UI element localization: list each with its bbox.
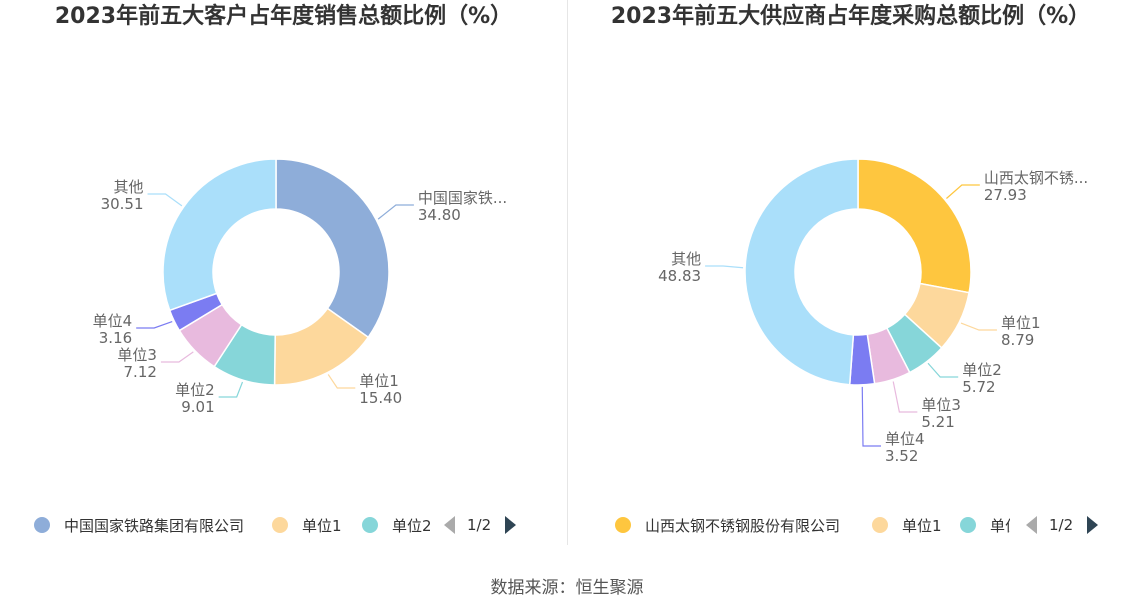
donut-slice-6[interactable] — [162, 158, 277, 312]
legend-page-indicator: 1/2 — [1049, 516, 1074, 534]
chart-title: 2023年前五大供应商占年度采购总额比例（%） — [610, 4, 1091, 29]
slice-leader-line — [705, 265, 744, 269]
chart-title: 2023年前五大客户占年度销售总额比例（%） — [54, 4, 513, 29]
supplier-chart-panel: 2023年前五大供应商占年度采购总额比例（%） 山西太钢不锈... 27.93 单位… — [567, 0, 1134, 560]
slice-leader-line — [960, 322, 997, 331]
legend-item-3[interactable]: 单位2 — [362, 512, 430, 538]
chart-legend: 中国国家铁路集团有限公司 单位1 单位2 1/2 — [0, 512, 567, 538]
slice-leader-line — [160, 351, 194, 363]
slice-leader-line — [377, 204, 414, 220]
legend-marker — [362, 517, 378, 533]
slice-label: 单位4 — [93, 312, 133, 330]
legend-item-2[interactable]: 单位1 — [872, 512, 942, 538]
legend-item-2[interactable]: 单位1 — [272, 512, 342, 538]
chart-legend: 山西太钢不锈钢股份有限公司 单位1 单位2 1/2 — [567, 512, 1134, 538]
slice-value-label: 7.12 — [124, 363, 157, 381]
slice-leader-line — [136, 320, 173, 329]
donut-slice-6[interactable] — [744, 158, 859, 386]
slice-value-label: 27.93 — [984, 186, 1027, 204]
slice-leader-line — [218, 381, 244, 398]
slice-value-label: 8.79 — [1001, 331, 1034, 349]
donut-slice-1[interactable] — [857, 158, 972, 294]
slice-label: 单位3 — [921, 396, 961, 414]
legend-marker — [34, 517, 50, 533]
slice-leader-line — [861, 386, 882, 447]
slice-label: 单位1 — [1001, 314, 1041, 332]
slice-label: 单位3 — [117, 346, 157, 364]
legend-item-1[interactable]: 山西太钢不锈钢股份有限公司 — [615, 512, 840, 538]
slice-label: 单位2 — [175, 381, 215, 399]
slice-leader-line — [946, 184, 980, 199]
legend-marker — [872, 517, 888, 533]
legend-marker — [615, 517, 631, 533]
slice-value-label: 5.21 — [921, 413, 954, 431]
slice-value-label: 9.01 — [181, 398, 214, 416]
slice-leader-line — [892, 381, 918, 413]
legend-pager: 1/2 — [1026, 512, 1099, 538]
slice-value-label: 5.72 — [962, 378, 995, 396]
legend-label: 单位1 — [902, 516, 942, 535]
slice-label: 其他 — [671, 250, 701, 268]
slice-label: 单位2 — [962, 361, 1002, 379]
legend-label: 单位2 — [392, 516, 430, 535]
panel-divider — [567, 0, 568, 545]
legend-label: 山西太钢不锈钢股份有限公司 — [645, 516, 841, 535]
legend-label: 单位2 — [990, 516, 1010, 535]
slice-value-label: 3.52 — [885, 447, 918, 465]
data-source-note: 数据来源：恒生聚源 — [490, 578, 644, 598]
slice-leader-line — [927, 362, 959, 378]
slice-value-label: 48.83 — [658, 267, 701, 285]
slice-leader-line — [147, 193, 183, 207]
slice-value-label: 15.40 — [359, 389, 402, 407]
legend-label: 单位1 — [302, 516, 342, 535]
slice-label: 中国国家铁... — [418, 189, 507, 207]
legend-item-3[interactable]: 单位2 — [960, 512, 1010, 538]
slice-label: 单位1 — [359, 372, 399, 390]
customer-chart-panel: 2023年前五大客户占年度销售总额比例（%） 中国国家铁... 34.80 单位1 1… — [0, 0, 567, 560]
slice-leader-line — [327, 374, 356, 389]
legend-next-page-icon[interactable] — [1087, 516, 1099, 534]
legend-label: 中国国家铁路集团有限公司 — [64, 516, 245, 535]
legend-pager: 1/2 — [444, 512, 517, 538]
slice-value-label: 34.80 — [418, 206, 461, 224]
legend-page-indicator: 1/2 — [467, 516, 492, 534]
slice-label: 单位4 — [885, 430, 925, 448]
legend-marker — [272, 517, 288, 533]
legend-prev-page-icon[interactable] — [444, 516, 455, 534]
slice-label: 其他 — [114, 178, 144, 196]
slice-value-label: 3.16 — [99, 329, 132, 347]
legend-prev-page-icon[interactable] — [1026, 516, 1037, 534]
slice-value-label: 30.51 — [101, 195, 144, 213]
legend-next-page-icon[interactable] — [505, 516, 517, 534]
legend-marker — [960, 517, 976, 533]
legend-item-1[interactable]: 中国国家铁路集团有限公司 — [34, 512, 244, 538]
slice-label: 山西太钢不锈... — [984, 169, 1088, 187]
donut-slice-1[interactable] — [275, 158, 390, 339]
